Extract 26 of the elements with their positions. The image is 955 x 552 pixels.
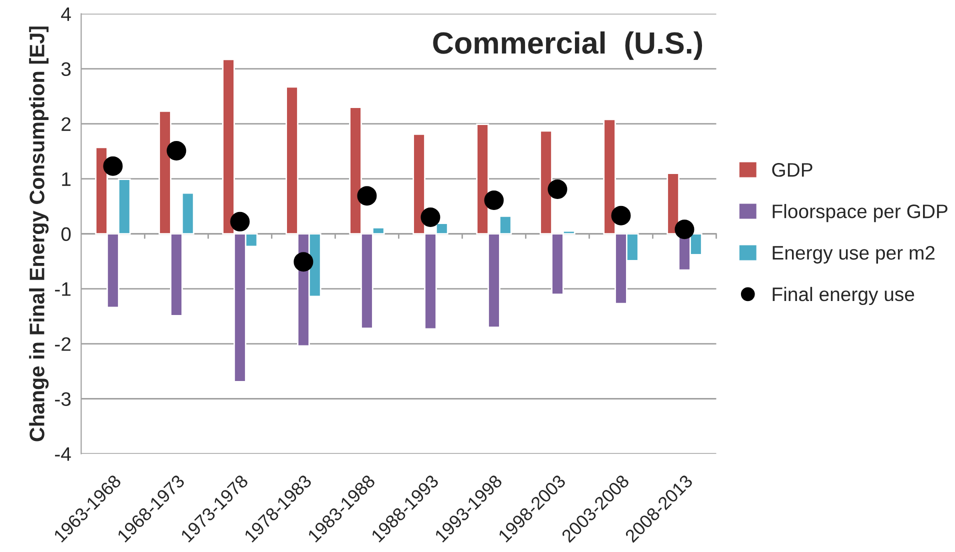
y-tick-label: -4 — [55, 447, 71, 461]
point — [230, 212, 250, 232]
point — [166, 140, 186, 160]
point — [103, 156, 123, 176]
y-tick-label: -2 — [55, 337, 70, 351]
point — [674, 220, 694, 240]
y-tick-label: 2 — [62, 117, 70, 131]
y-tick-label: 0 — [61, 227, 71, 242]
bar — [666, 172, 680, 234]
text: Commercial (U.S.) — [433, 31, 702, 60]
legend-label: GDP — [772, 163, 812, 177]
y-tick-label: -3 — [55, 392, 71, 406]
point — [294, 252, 314, 272]
point — [548, 179, 568, 199]
point — [484, 190, 504, 210]
y-axis-title: Change in Final Energy Consumption [EJ] — [29, 26, 49, 442]
y-tick-label: -1 — [55, 282, 71, 296]
legend-label: Energy use per m2 — [772, 246, 935, 264]
point — [357, 186, 377, 206]
y-tick-label: 3 — [61, 62, 71, 76]
point — [611, 206, 631, 226]
point — [420, 208, 440, 228]
y-tick-label: 4 — [61, 7, 71, 21]
legend-label: Final energy use — [772, 286, 914, 306]
y-tick-label: 1 — [62, 172, 71, 186]
legend-label: Floorspace per GDP — [772, 204, 948, 222]
